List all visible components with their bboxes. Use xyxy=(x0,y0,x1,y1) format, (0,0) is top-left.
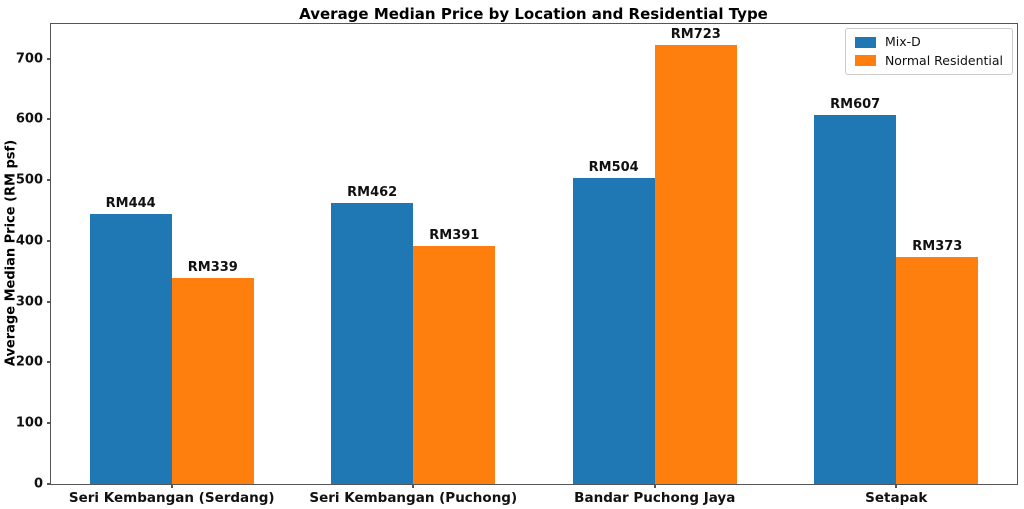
y-tick-label: 0 xyxy=(33,476,43,492)
y-tick-label: 400 xyxy=(15,233,43,249)
bar-value-label: RM723 xyxy=(670,26,721,42)
x-tick-mark xyxy=(170,484,173,488)
bar-value-label: RM391 xyxy=(429,228,480,244)
x-tick-label: Seri Kembangan (Puchong) xyxy=(309,490,518,506)
y-tick-label: 200 xyxy=(15,354,43,370)
bar-value-label: RM444 xyxy=(105,196,156,212)
x-tick-mark xyxy=(895,484,898,488)
bar-mix-d xyxy=(331,203,414,484)
y-tick-label: 100 xyxy=(15,415,43,431)
bar-value-label: RM607 xyxy=(830,97,881,113)
y-tick-mark xyxy=(47,118,51,121)
y-tick-mark xyxy=(47,179,51,182)
x-tick-label: Bandar Puchong Jaya xyxy=(574,490,736,506)
bar-normal-residential xyxy=(413,246,496,484)
y-tick-mark xyxy=(47,300,51,303)
x-tick-label: Seri Kembangan (Serdang) xyxy=(68,490,275,506)
legend-label: Normal Residential xyxy=(884,52,1003,68)
bar-value-label: RM504 xyxy=(588,159,639,175)
bar-mix-d xyxy=(572,177,655,484)
y-tick-mark xyxy=(47,239,51,242)
plot-area: Mix-D Normal Residential 0 100 200 300 400 500… xyxy=(16,23,1018,505)
legend-label: Mix-D xyxy=(884,34,921,49)
y-tick-mark xyxy=(47,422,51,425)
legend-item: Mix-D xyxy=(854,34,1003,49)
y-tick-mark xyxy=(47,57,51,60)
bar-normal-residential xyxy=(654,44,737,484)
bar-value-label: RM373 xyxy=(912,239,963,255)
bar-normal-residential xyxy=(171,278,254,484)
legend: Mix-D Normal Residential xyxy=(844,28,1013,75)
bar-mix-d xyxy=(814,115,897,484)
y-tick-label: 300 xyxy=(15,294,43,310)
bar-normal-residential xyxy=(896,257,979,484)
bar-mix-d xyxy=(89,214,172,484)
bar-value-label: RM462 xyxy=(347,185,398,201)
y-tick-label: 500 xyxy=(15,172,43,188)
legend-swatch-icon xyxy=(854,36,876,48)
y-tick-mark xyxy=(47,361,51,364)
x-tick-mark xyxy=(653,484,656,488)
bar-value-label: RM339 xyxy=(187,260,238,276)
y-tick-label: 600 xyxy=(15,111,43,127)
chart-title: Average Median Price by Location and Res… xyxy=(299,5,768,23)
legend-swatch-icon xyxy=(854,55,876,67)
y-tick-mark xyxy=(47,483,51,485)
x-tick-mark xyxy=(412,484,415,488)
legend-item: Normal Residential xyxy=(854,52,1003,68)
y-tick-label: 700 xyxy=(15,51,43,67)
x-tick-label: Setapak xyxy=(865,490,928,506)
